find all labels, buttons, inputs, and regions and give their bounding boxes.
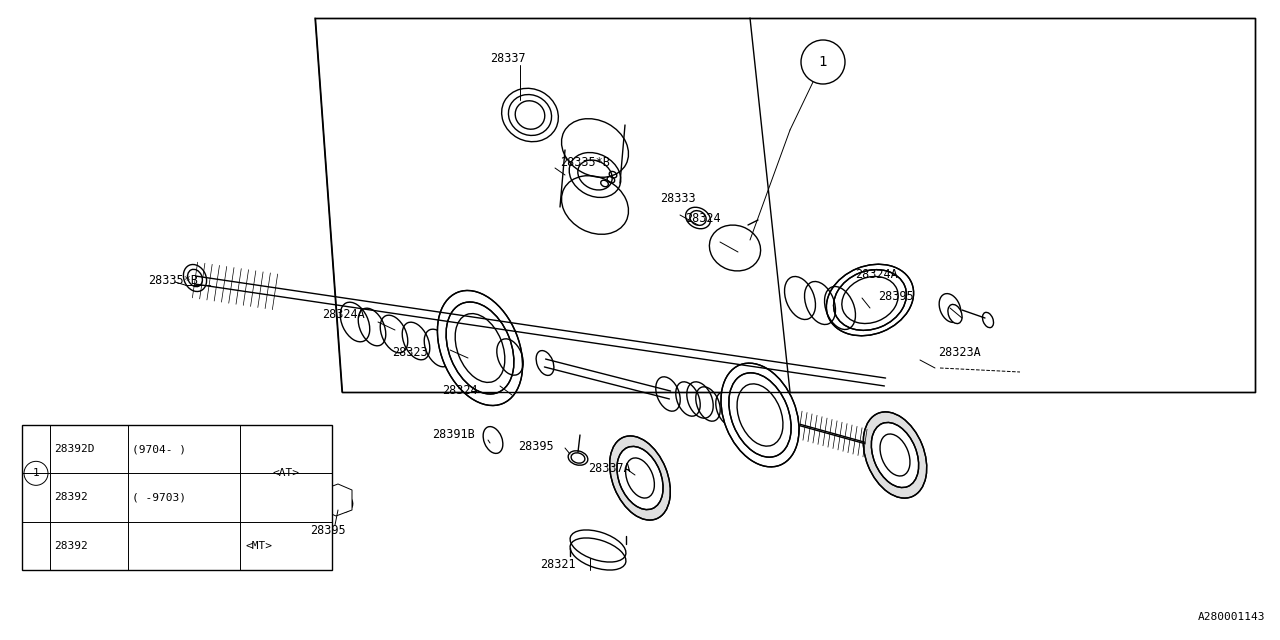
Text: 28324: 28324 [685, 211, 721, 225]
Ellipse shape [328, 492, 353, 513]
Text: 28395: 28395 [878, 289, 914, 303]
Text: 28392D: 28392D [54, 444, 95, 454]
Ellipse shape [863, 412, 927, 498]
Ellipse shape [833, 269, 906, 330]
Text: 28392: 28392 [54, 493, 88, 502]
Text: ( -9703): ( -9703) [132, 493, 186, 502]
Text: 28337A: 28337A [588, 461, 631, 474]
Ellipse shape [827, 264, 914, 336]
Ellipse shape [948, 305, 963, 324]
Text: 28324A: 28324A [855, 269, 897, 282]
Text: 28337: 28337 [490, 51, 526, 65]
Text: 28395: 28395 [518, 440, 554, 452]
Text: 28323A: 28323A [938, 346, 980, 358]
Text: 28335*B: 28335*B [561, 156, 609, 168]
Text: 28333: 28333 [660, 191, 695, 205]
Ellipse shape [183, 264, 206, 291]
Ellipse shape [728, 373, 791, 457]
Ellipse shape [872, 422, 919, 488]
Text: 28321: 28321 [540, 558, 576, 571]
Text: <AT>: <AT> [273, 468, 300, 478]
Ellipse shape [568, 451, 588, 465]
Text: 28323: 28323 [392, 346, 428, 358]
Text: 28392: 28392 [54, 541, 88, 551]
Text: 28391B: 28391B [433, 429, 475, 442]
Text: 1: 1 [32, 468, 40, 478]
Ellipse shape [609, 436, 671, 520]
Ellipse shape [617, 447, 663, 509]
Text: <MT>: <MT> [244, 541, 273, 551]
Bar [22, 425, 332, 570]
Ellipse shape [721, 363, 799, 467]
Text: (9704- ): (9704- ) [132, 444, 186, 454]
Text: 28395: 28395 [310, 524, 346, 536]
Text: 28324: 28324 [442, 383, 477, 397]
Text: 28324A: 28324A [323, 308, 365, 321]
Ellipse shape [438, 291, 522, 406]
Text: A280001143: A280001143 [1198, 612, 1265, 622]
Ellipse shape [447, 302, 513, 394]
Text: 1: 1 [819, 55, 827, 69]
Text: 28335*B: 28335*B [148, 273, 198, 287]
Polygon shape [315, 18, 1254, 392]
Polygon shape [317, 484, 352, 516]
